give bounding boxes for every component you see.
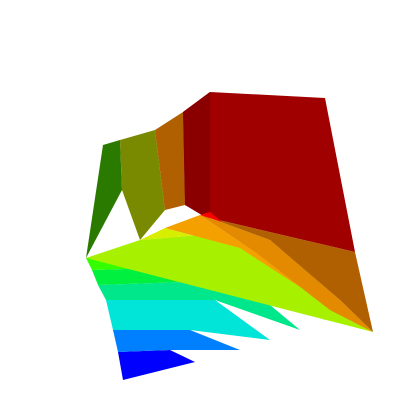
cube-faces — [86, 92, 373, 380]
left-face-band-brown-orange — [155, 112, 185, 210]
front-face-band-blue — [118, 350, 195, 380]
front-face-band-brown-orange — [210, 218, 373, 332]
left-face-band-olive — [120, 130, 165, 240]
left-face-band-dark-green — [86, 140, 122, 258]
front-face-band-cyan — [106, 300, 270, 340]
top-face-main — [210, 92, 355, 252]
front-face-band-azure — [113, 330, 240, 352]
front-face-band-bright-red — [200, 212, 222, 222]
front-face-band-yellow-green — [86, 235, 373, 332]
front-face — [86, 212, 373, 380]
front-face-band-orange — [200, 215, 373, 332]
top-face — [183, 92, 355, 252]
top-face-shadow-strip — [183, 92, 210, 218]
